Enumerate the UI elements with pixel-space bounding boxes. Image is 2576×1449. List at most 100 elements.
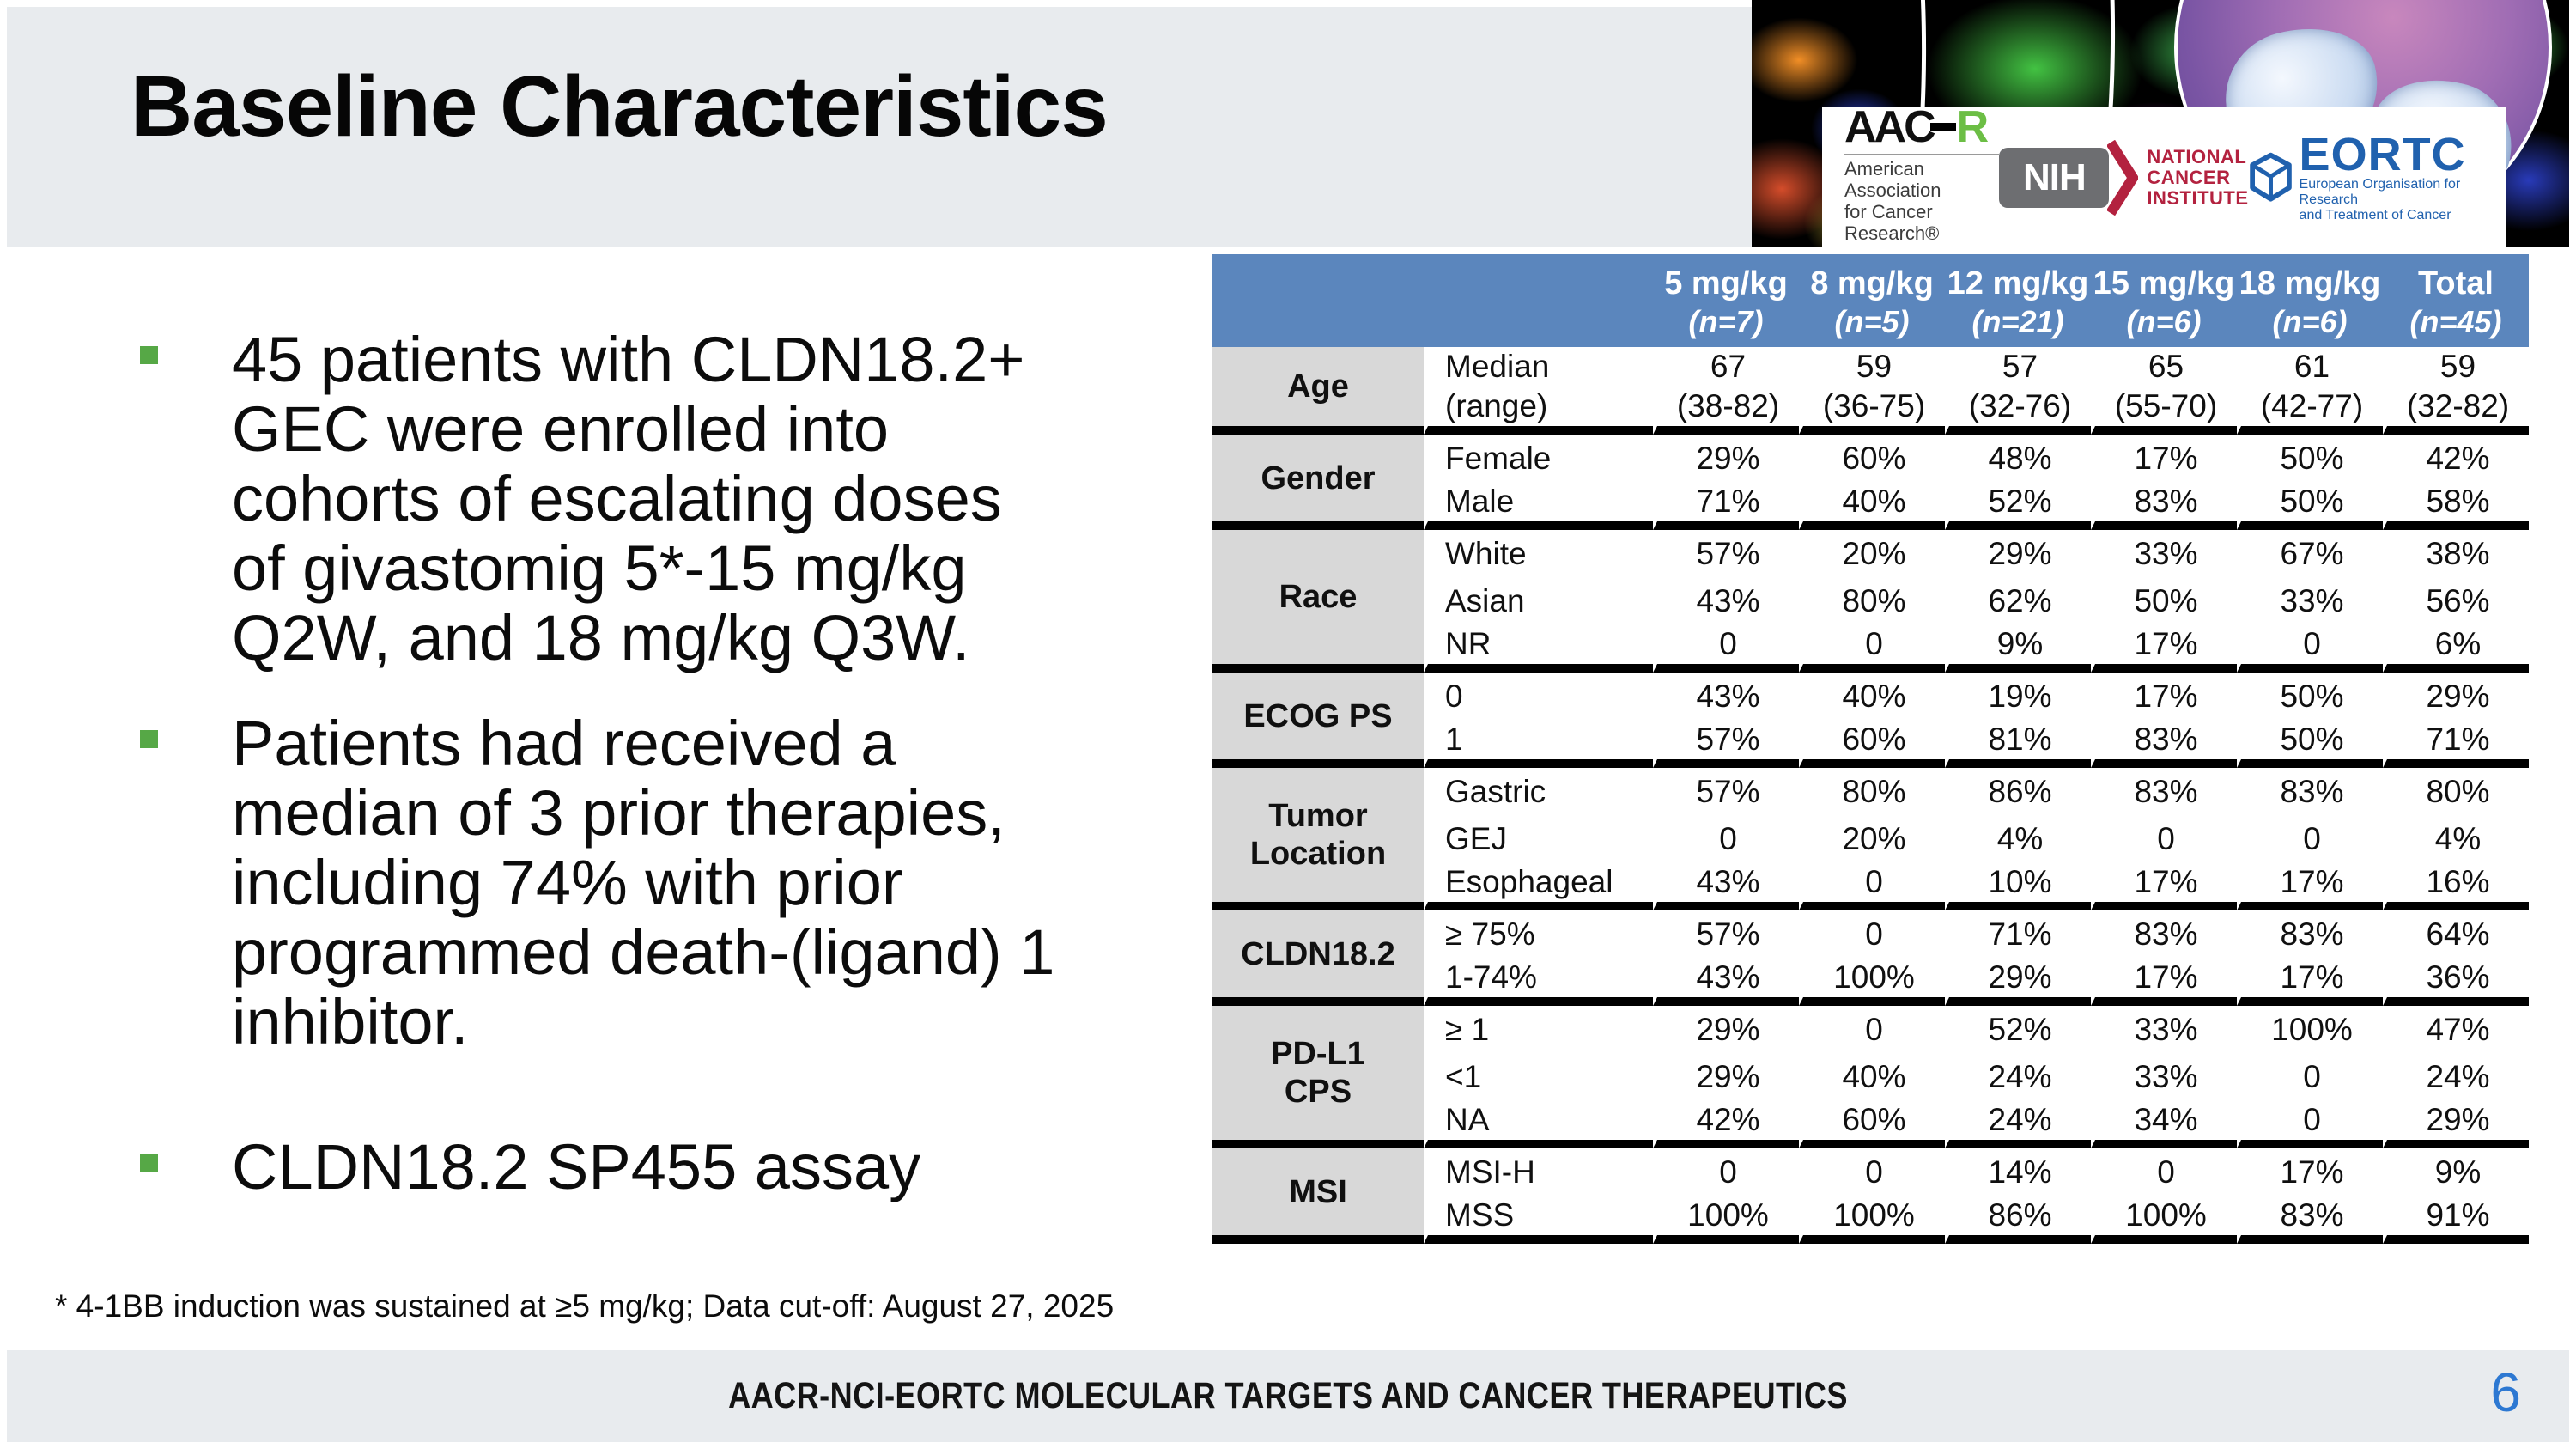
- value-cell: 58%: [2383, 482, 2529, 530]
- table-row: 1 57% 60% 81% 83% 50% 71%: [1212, 720, 2529, 768]
- value-cell: 57%: [1653, 720, 1799, 768]
- cohort-n-label: (n=45): [2409, 304, 2502, 339]
- value-cell: 50%: [2237, 673, 2383, 720]
- aacr-subtitle: for Cancer Research®: [1844, 200, 1940, 244]
- value-cell: 0: [1799, 1006, 1945, 1053]
- value-cell: 60%: [1799, 1100, 1945, 1148]
- value-cell: 24%: [2383, 1053, 2529, 1100]
- sublabel-cell: Asian: [1424, 577, 1653, 624]
- value-cell: 29%: [1653, 1053, 1799, 1100]
- table-row: ECOG PS 0 43% 40% 19% 17% 50% 29%: [1212, 673, 2529, 768]
- footnote: * 4-1BB induction was sustained at ≥5 mg…: [55, 1288, 1115, 1324]
- value-cell: 14%: [1945, 1148, 2091, 1196]
- table-row: Esophageal 43% 0 10% 17% 17% 16%: [1212, 862, 2529, 910]
- value-cell: 4%: [1945, 815, 2091, 862]
- value-cell: 100%: [1799, 958, 1945, 1006]
- value-cell: 100%: [1799, 1196, 1945, 1244]
- value-cell: 17%: [2091, 624, 2237, 673]
- value-cell: 0: [2091, 1148, 2237, 1196]
- value-cell: 100%: [2237, 1006, 2383, 1053]
- value-cell: 0: [1799, 862, 1945, 910]
- table-row: Age Median (range) 67 (38-82) 59 (36-75) 57 …: [1212, 347, 2529, 435]
- table-header-cell: 15 mg/kg (n=6): [2091, 254, 2237, 347]
- table-row: MSI MSI-H 0 0 14% 0 17% 9%: [1212, 1148, 2529, 1244]
- value-cell: 81%: [1945, 720, 2091, 768]
- table-row: 1-74% 43% 100% 29% 17% 17% 36%: [1212, 958, 2529, 1006]
- title-band: [7, 7, 1752, 247]
- value-cell: 80%: [1799, 768, 1945, 815]
- value-cell: 61 (42-77): [2237, 347, 2383, 435]
- baseline-characteristics-table: 5 mg/kg (n=7) 8 mg/kg (n=5) 12 mg/kg (n=21) 15…: [1212, 254, 2529, 1244]
- table-row: <1 29% 40% 24% 33% 0 24%: [1212, 1053, 2529, 1100]
- value-cell: 83%: [2237, 910, 2383, 958]
- bullet-text: Patients had received a median of 3 prio…: [232, 708, 1055, 1057]
- value-cell: 43%: [1653, 862, 1799, 910]
- nci-line: CANCER: [2147, 166, 2231, 188]
- category-cell: Race: [1212, 530, 1424, 673]
- sublabel-cell: GEJ: [1424, 815, 1653, 862]
- table-row: NA 42% 60% 24% 34% 0 29%: [1212, 1100, 2529, 1148]
- value-cell: 0: [1653, 815, 1799, 862]
- value-cell: 0: [2237, 624, 2383, 673]
- value-cell: 59 (36-75): [1799, 347, 1945, 435]
- value-cell: 17%: [2237, 862, 2383, 910]
- sublabel-cell: White: [1424, 530, 1653, 577]
- table-row: MSS 100% 100% 86% 100% 83% 91%: [1212, 1196, 2529, 1244]
- bullet-item: 45 patients with CLDN18.2+ GEC were enro…: [140, 325, 1179, 673]
- value-cell: 71%: [1945, 910, 2091, 958]
- category-cell: Tumor Location: [1212, 768, 1424, 910]
- value-cell: 33%: [2237, 577, 2383, 624]
- eortc-cube-icon: [2249, 152, 2292, 202]
- sublabel-cell: NR: [1424, 624, 1653, 673]
- value-cell: 86%: [1945, 768, 2091, 815]
- value-cell: 0: [1799, 624, 1945, 673]
- sublabel-cell: Median (range): [1424, 347, 1653, 435]
- dose-label: 5 mg/kg: [1664, 265, 1788, 301]
- table-header-cell: 18 mg/kg (n=6): [2237, 254, 2383, 347]
- value-cell: 71%: [2383, 720, 2529, 768]
- dose-label: 18 mg/kg: [2239, 265, 2381, 301]
- value-cell: 83%: [2237, 768, 2383, 815]
- category-cell: Gender: [1212, 435, 1424, 530]
- table-row: Asian 43% 80% 62% 50% 33% 56%: [1212, 577, 2529, 624]
- value-cell: 67 (38-82): [1653, 347, 1799, 435]
- value-cell: 50%: [2237, 720, 2383, 768]
- value-cell: 0: [1799, 1148, 1945, 1196]
- value-cell: 33%: [2091, 530, 2237, 577]
- sublabel-cell: Esophageal: [1424, 862, 1653, 910]
- eortc-logo: EORTC European Organisation for Research…: [2249, 128, 2483, 223]
- table-row: CLDN18.2 ≥ 75% 57% 0 71% 83% 83% 64%: [1212, 910, 2529, 1006]
- value-cell: 50%: [2091, 577, 2237, 624]
- sublabel-cell: Female: [1424, 435, 1653, 482]
- value-cell: 17%: [2091, 862, 2237, 910]
- dose-label: 12 mg/kg: [1947, 265, 2089, 301]
- sublabel-cell: MSS: [1424, 1196, 1653, 1244]
- category-cell: Age: [1212, 347, 1424, 435]
- value-cell: 0: [2237, 815, 2383, 862]
- value-cell: 64%: [2383, 910, 2529, 958]
- eortc-subtitle: and Treatment of Cancer: [2299, 207, 2451, 222]
- nih-badge: NIH: [1999, 147, 2110, 208]
- eortc-wordmark: EORTC: [2299, 128, 2466, 180]
- cohort-n-label: (n=21): [1971, 304, 2064, 339]
- value-cell: 17%: [2091, 958, 2237, 1006]
- value-cell: 17%: [2237, 1148, 2383, 1196]
- value-cell: 65 (55-70): [2091, 347, 2237, 435]
- aacr-wordmark-green: R: [1956, 101, 1990, 152]
- value-cell: 20%: [1799, 530, 1945, 577]
- value-cell: 33%: [2091, 1006, 2237, 1053]
- value-cell: 0: [2091, 815, 2237, 862]
- value-cell: 80%: [2383, 768, 2529, 815]
- value-cell: 4%: [2383, 815, 2529, 862]
- bullet-item: Patients had received a median of 3 prio…: [140, 709, 1179, 1056]
- value-cell: 29%: [1653, 435, 1799, 482]
- value-cell: 48%: [1945, 435, 2091, 482]
- bullet-item: CLDN18.2 SP455 assay: [140, 1132, 1179, 1202]
- aacr-logo: AAC R American Association for Cancer Res…: [1844, 101, 2000, 248]
- dose-label: Total: [2418, 265, 2494, 301]
- value-cell: 91%: [2383, 1196, 2529, 1244]
- value-cell: 40%: [1799, 482, 1945, 530]
- value-cell: 50%: [2237, 435, 2383, 482]
- cohort-n-label: (n=6): [2126, 304, 2202, 339]
- value-cell: 50%: [2237, 482, 2383, 530]
